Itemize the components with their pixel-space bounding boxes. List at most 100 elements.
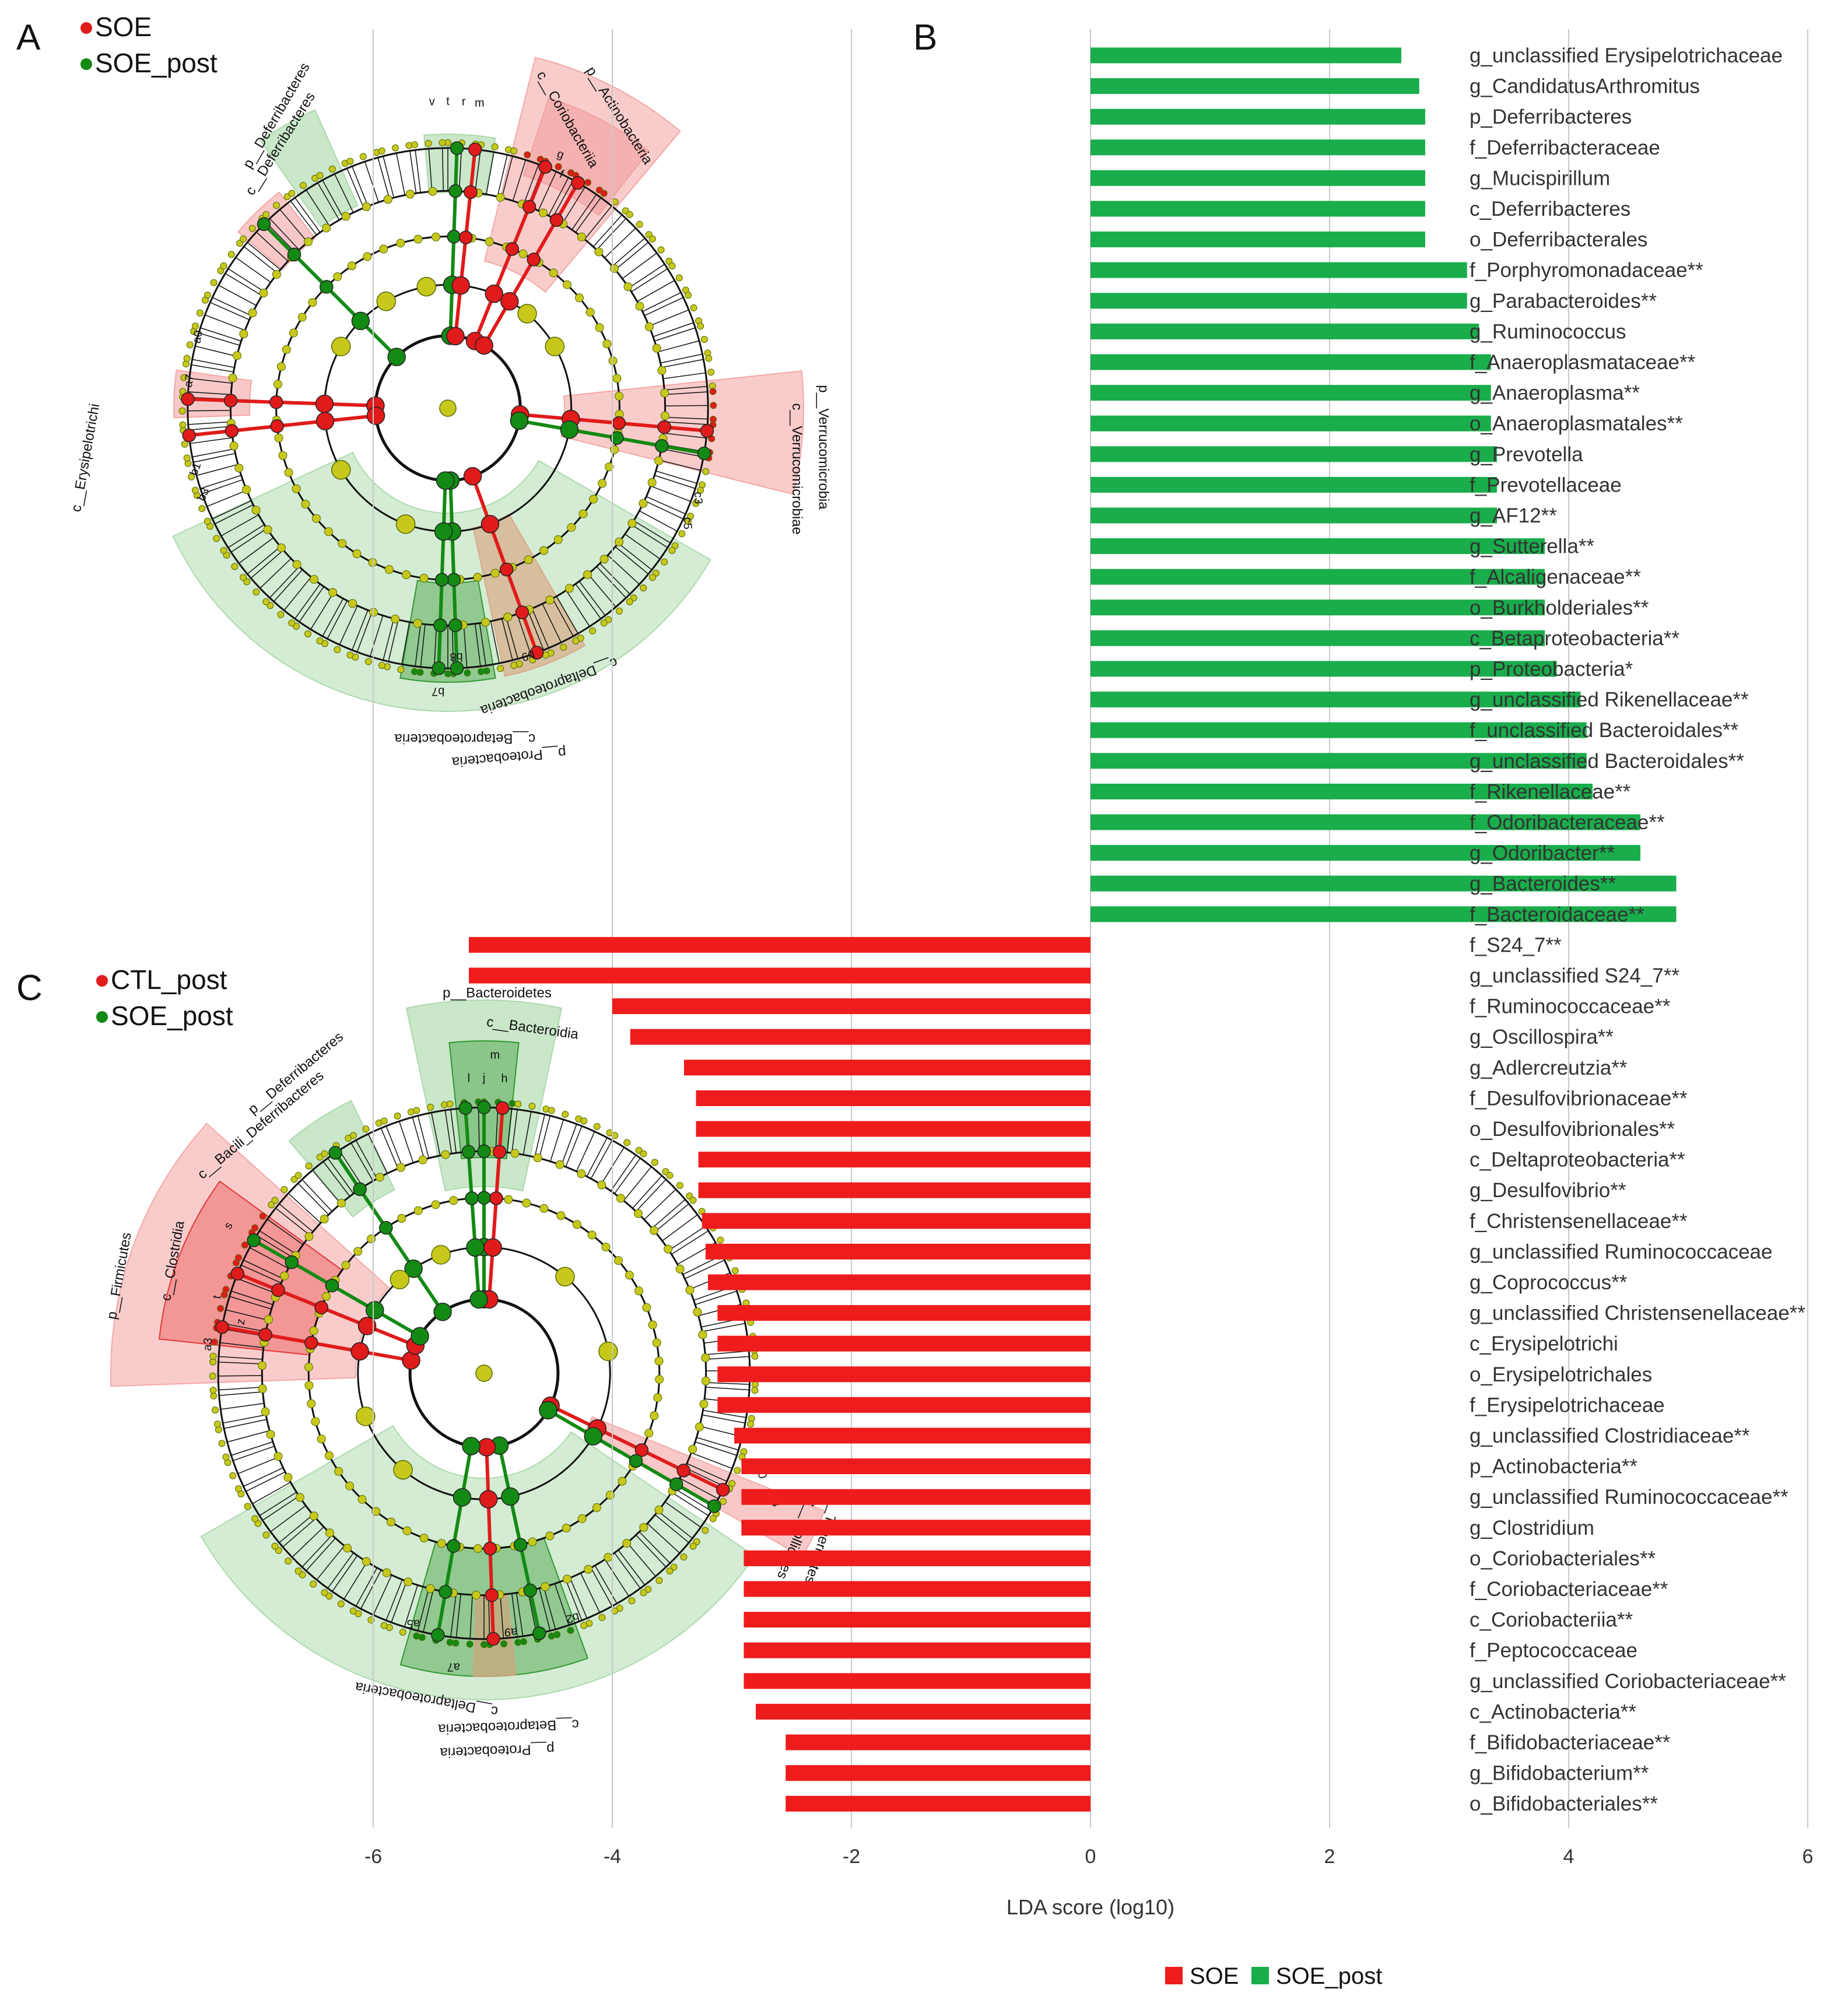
clado-branch <box>249 1247 289 1269</box>
clado-leaf-node <box>285 1558 292 1565</box>
clado-branch <box>538 1588 551 1631</box>
clado-leaf-node <box>580 1622 588 1629</box>
clado-branch <box>658 459 701 471</box>
bar-19 <box>1090 630 1545 646</box>
clado-branch <box>346 168 364 208</box>
clado-phylum-node <box>431 1245 451 1265</box>
clado-branch <box>639 510 678 532</box>
clado-node <box>464 185 478 199</box>
clado-leaf-node <box>692 500 700 507</box>
clado-branch <box>373 1574 392 1615</box>
clado-branch <box>297 1183 329 1215</box>
clado-branch <box>644 1188 676 1220</box>
clado-node <box>483 1238 502 1257</box>
panel-label-b: B <box>913 17 937 58</box>
clado-inner-node <box>572 1220 581 1229</box>
clado-inner-node <box>304 1232 314 1241</box>
clado-inner-node <box>258 1361 267 1370</box>
bar-56 <box>786 1765 1090 1781</box>
clado-branch <box>478 1107 480 1152</box>
clado-branch <box>654 1203 689 1232</box>
clado-node <box>328 1146 342 1160</box>
clado-inner-node <box>539 546 549 555</box>
clado-node <box>450 141 464 155</box>
legend-panel-b: SOE SOE_post <box>1165 1963 1382 1989</box>
clado-branch <box>596 218 626 250</box>
clado-branch <box>231 1441 273 1456</box>
clado-leaf-node <box>251 1224 259 1232</box>
clado-leaf-node <box>626 598 633 605</box>
clado-branch <box>236 1277 277 1295</box>
clado-node <box>492 1145 507 1159</box>
clado-inner-node <box>595 323 604 332</box>
clado-inner-node <box>431 232 440 241</box>
clado-branch <box>685 1260 725 1279</box>
clado-node <box>716 1483 730 1497</box>
clado-node <box>304 1336 318 1350</box>
clado-inner-node <box>583 570 592 579</box>
clado-branch <box>623 1166 652 1201</box>
clado-branch <box>287 1192 321 1223</box>
clado-branch <box>450 1109 457 1153</box>
node-code-3: m <box>475 97 485 110</box>
bar-35 <box>696 1121 1090 1137</box>
clado-leaf-node <box>680 1553 688 1560</box>
clado-branch <box>334 173 354 213</box>
clado-leaf-node <box>697 486 704 494</box>
clado-branch <box>415 150 422 193</box>
clado-leaf-node <box>466 1640 474 1648</box>
clado-branch <box>294 197 321 233</box>
clado-inner-node <box>301 500 310 509</box>
clado-inner-node <box>555 1160 564 1169</box>
clado-branch <box>665 416 708 420</box>
clado-branch <box>552 180 574 218</box>
clado-branch <box>538 171 557 211</box>
clado-branch <box>247 242 281 271</box>
clado-node <box>223 394 238 408</box>
clado-leaf-node <box>524 151 531 159</box>
bar-57 <box>786 1795 1090 1812</box>
bar-label-43: o_Erysipelotrichales <box>1470 1363 1652 1386</box>
bar-label-44: f_Erysipelotrichaceae <box>1470 1394 1665 1416</box>
bar-44 <box>717 1397 1090 1413</box>
clado-branch <box>279 209 308 243</box>
clado-branch <box>241 1264 282 1283</box>
clado-leaf-node <box>280 1186 288 1194</box>
clado-branch <box>615 546 649 574</box>
bar-label-6: o_Deferribacterales <box>1470 229 1647 251</box>
node-code-7: a7 <box>182 373 197 388</box>
clado-branch <box>594 1565 618 1604</box>
clado-leaf-node <box>288 190 296 197</box>
clado-inner-node <box>510 1149 520 1158</box>
bar-17 <box>1090 569 1545 585</box>
clado-leaf-node <box>685 292 692 299</box>
clado-inner-node <box>292 484 301 493</box>
clado-leaf-node <box>615 607 623 615</box>
clado-branch <box>463 625 468 668</box>
clado-leaf-node <box>690 304 697 311</box>
clado-inner-node <box>609 264 619 273</box>
clado-node <box>411 1327 429 1346</box>
clado-leaf-node <box>191 486 199 494</box>
clado-branch <box>322 598 344 637</box>
clado-branch <box>648 309 689 327</box>
node-code-0: m <box>490 1048 500 1061</box>
clado-branch <box>486 152 495 195</box>
clado-branch <box>239 537 274 564</box>
clado-inner-node <box>396 238 405 248</box>
clado-inner-node <box>362 1557 371 1566</box>
clado-node <box>489 1191 503 1205</box>
clado-inner-node <box>341 212 350 221</box>
bar-47 <box>741 1489 1090 1505</box>
clado-inner-node <box>413 234 423 244</box>
clado-leaf-node <box>328 165 336 173</box>
legend-panel-c: CTL_post SOE_post <box>96 964 233 1031</box>
clado-inner-node <box>594 247 604 257</box>
clado-leaf-node <box>209 1352 217 1360</box>
clado-branch <box>404 1585 418 1627</box>
clado-branch <box>256 231 289 262</box>
clado-inner-node <box>496 192 505 202</box>
clado-branch <box>266 1219 304 1246</box>
clado-leaf-node <box>364 658 372 665</box>
clado-branch <box>219 1391 263 1396</box>
